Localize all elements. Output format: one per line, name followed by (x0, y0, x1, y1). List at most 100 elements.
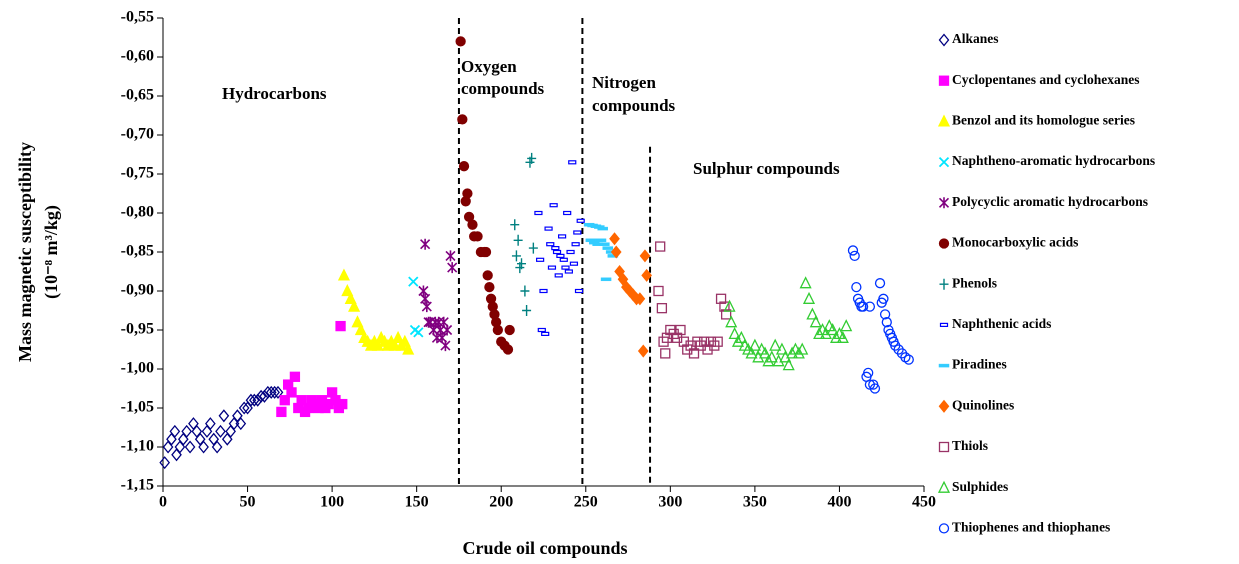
point (211, 440, 223, 454)
point (864, 301, 876, 312)
point (511, 250, 521, 262)
point (656, 303, 668, 314)
legend-label: Thiophenes and thiophanes (952, 519, 1110, 534)
point (354, 323, 367, 336)
legend-label: Polycyclic aromatic hydrocarbons (952, 194, 1148, 209)
point (840, 319, 853, 332)
annotation: compounds (592, 96, 676, 115)
x-tick-label: 150 (405, 494, 429, 511)
point (549, 203, 558, 208)
point (198, 440, 209, 454)
point (602, 246, 614, 250)
point (799, 276, 812, 289)
point (748, 338, 761, 351)
point (296, 395, 307, 406)
point (758, 346, 772, 359)
point (527, 152, 537, 164)
point (878, 293, 889, 304)
legend-swatch (938, 523, 950, 534)
point (472, 231, 483, 242)
y-tick-label: -0,60 (121, 48, 154, 65)
point (337, 268, 351, 281)
point (482, 270, 493, 281)
point (655, 241, 666, 252)
point (563, 210, 572, 216)
point (194, 432, 206, 446)
point (561, 265, 570, 270)
point (723, 299, 736, 312)
point (675, 324, 686, 336)
point (467, 219, 478, 230)
y-tick-label: -0,90 (121, 282, 154, 299)
point (826, 323, 839, 336)
point (205, 417, 216, 431)
point (564, 269, 573, 274)
point (502, 344, 514, 355)
point (802, 291, 816, 304)
y-tick-label: -0,85 (121, 243, 154, 260)
point (881, 317, 892, 328)
legend-swatch (937, 114, 951, 127)
x-tick-label: 400 (827, 494, 851, 511)
point (574, 288, 584, 294)
point (484, 281, 495, 293)
point (712, 336, 723, 347)
point (169, 424, 181, 438)
point (541, 331, 550, 336)
point (537, 327, 546, 333)
legend-swatch (938, 441, 950, 453)
legend-label: Sulphides (952, 479, 1008, 494)
point (413, 327, 424, 338)
legend-label: Naphtheno-aromatic hydrocarbons (952, 153, 1155, 168)
point (440, 340, 451, 352)
point (218, 409, 230, 423)
annotation: compounds (461, 79, 545, 98)
point (402, 342, 415, 355)
point (551, 246, 560, 251)
point (262, 385, 274, 399)
point (235, 417, 247, 431)
point (166, 432, 177, 446)
annotation: Hydrocarbons (222, 84, 327, 103)
y-tick-label: -0,70 (121, 126, 154, 143)
legend-swatch (938, 238, 950, 249)
point (639, 249, 651, 263)
point (504, 324, 515, 336)
point (228, 417, 240, 431)
point (174, 440, 186, 454)
y-tick-label: -0,75 (121, 165, 154, 182)
point (576, 218, 585, 223)
point (232, 409, 243, 423)
point (796, 342, 809, 355)
point (279, 395, 290, 406)
point (513, 234, 523, 246)
y-tick-label: -1,00 (121, 360, 154, 377)
point (215, 424, 226, 438)
point (552, 249, 562, 255)
point (571, 242, 580, 247)
point (641, 268, 652, 282)
point (830, 330, 843, 343)
point (248, 393, 260, 407)
point (782, 358, 795, 371)
point (344, 291, 357, 304)
point (559, 257, 568, 262)
point (159, 456, 171, 470)
point (341, 284, 354, 297)
point (735, 330, 748, 343)
point (745, 346, 758, 359)
y-tick-label: -0,95 (121, 321, 154, 338)
annotation: Nitrogen (592, 73, 656, 92)
point (869, 383, 881, 394)
point (462, 188, 473, 199)
point (600, 277, 612, 282)
point (272, 385, 284, 399)
point (863, 367, 874, 379)
point (609, 232, 620, 246)
point (653, 285, 664, 297)
point (255, 389, 267, 403)
x-tick-label: 50 (240, 494, 256, 511)
legend-label: Alkanes (952, 31, 999, 46)
point (699, 336, 710, 347)
